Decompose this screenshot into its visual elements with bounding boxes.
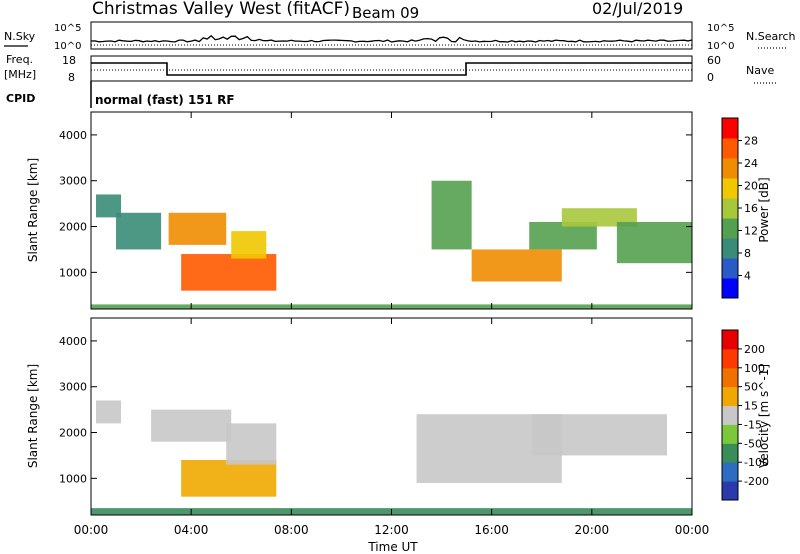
colorbar-swatch [722,138,738,159]
velocity-colorbar-label: Velocity [m s^-1] [757,364,771,468]
colorbar-tick-label: 16 [744,202,758,215]
echo-region-1 [96,194,122,218]
cpid-label: CPID [6,92,35,105]
colorbar-swatch [722,198,738,219]
x-tick-label: 16:00 [474,523,509,537]
x-tick-label: 12:00 [374,523,409,537]
colorbar-swatch [722,158,738,179]
colorbar-tick-label: 12 [744,225,758,238]
velocity-y-axis: 1000 2000 3000 4000 [59,335,692,485]
colorbar-swatch [722,481,738,501]
nave-tick-high: 60 [707,54,721,67]
colorbar-tick-label: -200 [744,475,769,488]
colorbar-swatch [722,367,738,388]
colorbar-tick-label: 24 [744,157,758,170]
power-y-axis: 1000 2000 3000 4000 [59,129,692,279]
y-tick-label: 1000 [59,472,87,485]
echo-region-9 [616,221,692,264]
x-tick-label: 08:00 [274,523,309,537]
velocity-y-label: Slant Range [km] [26,364,40,468]
colorbar-tick-label: -15 [744,418,762,431]
colorbar-swatch [722,218,738,239]
colorbar-swatch [722,118,738,139]
nave-tick-low: 0 [707,71,714,84]
colorbar-swatch [722,330,738,350]
noise-tick-low-left: 10^0 [54,41,81,52]
station-title: Christmas Valley West (fitACF) [92,0,350,19]
date-label: 02/Jul/2019 [592,0,683,18]
echo-region-0 [116,212,162,250]
colorbar-tick-label: 4 [744,270,751,283]
y-tick-label: 4000 [59,335,87,348]
noise-tick-high-left: 10^5 [54,23,81,34]
noise-panel-frame [90,21,693,50]
colorbar-swatch [722,424,738,444]
freq-tick-high: 18 [62,54,76,67]
echo-region-5 [531,414,667,456]
power-y-label: Slant Range [km] [26,158,40,262]
y-tick-label: 2000 [59,427,87,440]
colorbar-tick-label: 8 [744,247,751,260]
y-tick-label: 2000 [59,221,87,234]
colorbar-swatch [722,348,738,369]
y-tick-label: 1000 [59,266,87,279]
colorbar-tick-label: 28 [744,135,758,148]
velocity-heatmap [91,400,692,515]
time-axis: 00:00 04:00 08:00 12:00 16:00 20:00 00:00 [74,112,710,537]
colorbar-swatch [722,386,738,407]
y-tick-label: 4000 [59,129,87,142]
noise-sky-line [90,34,693,43]
echo-region-6 [471,249,562,282]
beam-label: Beam 09 [352,4,419,22]
x-tick-label: 04:00 [174,523,209,537]
power-colorbar: 28 24 20 16 12 8 4 [721,117,758,299]
colorbar-swatch [722,178,738,199]
echo-region-3 [226,423,277,465]
nsearch-label: N.Search [746,30,796,43]
nsky-label: N.Sky [4,30,36,43]
y-tick-label: 3000 [59,381,87,394]
echo-region-4 [231,231,267,259]
freq-unit-label: [MHz] [4,68,36,81]
colorbar-swatch [722,238,738,259]
echo-region-0 [96,400,122,424]
freq-line [91,62,692,76]
colorbar-swatch [722,278,738,299]
velocity-colorbar: 200 100 50 15 -15 -50 -100 -200 [721,329,769,501]
colorbar-swatch [722,462,738,482]
x-axis-label: Time UT [367,540,418,554]
echo-region-1 [151,409,232,442]
cpid-value: normal (fast) 151 RF [95,93,235,107]
echo-region-3 [181,254,277,291]
freq-panel-frame [90,55,693,82]
colorbar-tick-label: 200 [744,343,765,356]
freq-tick-low: 8 [68,71,75,84]
colorbar-tick-label: 50 [744,381,758,394]
x-tick-label: 00:00 [74,523,109,537]
x-tick-label: 00:00 [675,523,710,537]
power-heatmap [91,180,692,309]
colorbar-tick-label: -100 [744,456,769,469]
echo-region-5 [431,180,472,250]
x-tick-label: 20:00 [575,523,610,537]
colorbar-tick-label: 100 [744,362,765,375]
nave-label: Nave [746,64,774,77]
power-colorbar-label: Power [dB] [757,177,771,242]
echo-region-2 [168,212,227,245]
colorbar-tick-label: 20 [744,180,758,193]
y-tick-label: 3000 [59,175,87,188]
colorbar-swatch [722,258,738,279]
colorbar-tick-label: 15 [744,400,758,413]
noise-tick-high-right: 10^5 [707,23,734,34]
colorbar-swatch [722,405,738,425]
colorbar-tick-label: -50 [744,437,762,450]
colorbar-frame [721,329,739,501]
colorbar-swatch [722,443,738,463]
noise-tick-low-right: 10^0 [707,41,734,52]
echo-region-2 [181,460,277,497]
freq-label: Freq. [6,53,33,66]
